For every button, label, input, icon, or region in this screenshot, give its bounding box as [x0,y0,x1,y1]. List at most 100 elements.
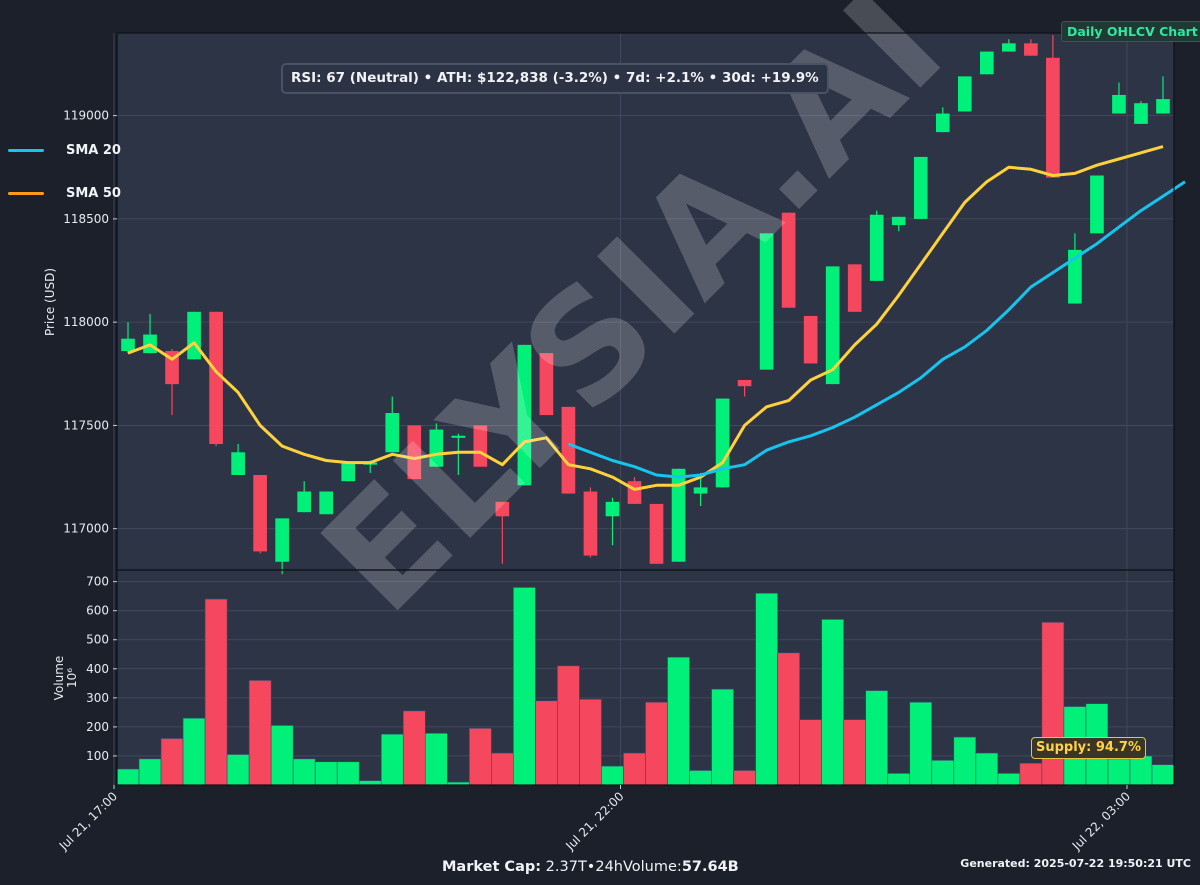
candle-body [891,216,906,226]
legend-sma50: SMA 50 [8,183,121,203]
sma50-line [127,145,1164,491]
volume-tick-label: 100 [86,749,109,763]
candle-body [165,351,179,385]
volume-bar [755,592,778,786]
candle-body [627,481,642,504]
volume-bar [160,738,184,786]
sma20-line [567,180,1186,479]
volume-bar [1107,758,1131,786]
volume-tick-label: 400 [86,662,109,676]
volume-bar [733,770,756,786]
candle-body [781,212,796,308]
volume-bar [997,773,1021,786]
candle-body [935,113,950,133]
volume-axis-unit: 10⁶ [65,668,79,688]
volume-bar [469,728,492,786]
candle-body [473,425,488,467]
candle-body [649,503,664,564]
candle-body [957,76,972,112]
candle-body [297,491,312,513]
volume-value: 57.64B [681,859,739,875]
volume-bar [226,754,250,786]
price-panel [117,33,1174,570]
volume-bar [931,760,955,786]
candle-body [319,491,334,515]
candle-body [231,452,245,475]
candle-body [429,429,444,467]
candle-body [1068,249,1082,304]
stats-box: RSI: 67 (Neutral) • ATH: $122,838 (-3.2%… [281,63,829,94]
time-tick-label: Jul 22, 03:00 [1069,789,1133,853]
candle-body [693,487,708,494]
volume-bar [1129,755,1153,786]
volume-bar [380,733,404,786]
candle-body [539,353,554,416]
market-cap-value: 2.37T•24hVolume: [545,859,682,875]
candles [121,35,1170,575]
candle-body [341,462,356,482]
price-tick-label: 117000 [63,522,109,536]
price-tick-label: 118500 [63,212,109,226]
volume-bar [821,619,844,786]
market-cap-footer: Market Cap: 2.37T•24hVolume:57.64B [442,859,739,875]
supply-box: Supply: 94.7% [1031,737,1146,759]
candle-body [605,501,620,517]
legend-sma20: SMA 20 [8,140,121,160]
candle-body [671,468,686,562]
volume-bar [424,732,448,786]
volume-bar [865,690,889,786]
candle-body [517,344,532,486]
volume-tick-label: 200 [86,720,109,734]
candle-body [121,338,135,352]
volume-bar [535,700,558,786]
candle-body [209,311,223,445]
volume-bar [270,725,294,786]
volume-bar [667,656,690,786]
candle-body [561,406,576,494]
volume-bar [975,752,999,786]
price-axis-label: Price (USD) [43,268,57,336]
candle-body [1002,43,1016,52]
sma-lines [127,145,1186,491]
volume-panel-border [116,569,1175,786]
volume-bar [887,773,911,786]
price-tick-label: 117500 [63,418,109,432]
legend-sma20-swatch [8,148,44,152]
volume-bar [623,752,646,786]
time-tick-label: Jul 21, 22:00 [562,789,626,853]
volume-axis-label: Volume [52,656,66,701]
volume-bar [513,587,536,786]
volume-bar [248,680,272,786]
candle-body [803,315,818,364]
candle-body [869,214,884,281]
volume-bar [204,598,228,786]
volume-bar [491,752,514,786]
generated-timestamp: Generated: 2025-07-22 19:50:21 UTC [960,857,1191,870]
candle-body [825,266,840,385]
volume-bar [358,780,382,786]
volume-bar [557,665,580,786]
volume-bar [689,770,712,786]
candle-body [275,518,289,562]
candle-body [583,491,598,556]
volume-bar [645,701,668,786]
volume-bar [799,719,822,786]
volume-bar [402,710,426,786]
volume-bar [116,768,140,786]
candle-body [913,156,928,219]
volume-bar [138,758,162,786]
volume-bar [711,688,734,786]
volume-bar [601,765,624,786]
volume-bar [1041,621,1065,786]
volume-tick-label: 500 [86,633,109,647]
candle-body [1156,99,1170,114]
volume-bar [909,701,933,786]
candle-body [1134,103,1148,124]
price-tick-label: 118000 [63,315,109,329]
candle-body [385,413,400,453]
volume-bar [953,736,977,786]
candle-body [187,311,201,360]
candle-body [495,501,510,517]
chart-badge: Daily OHLCV Chart [1061,21,1200,42]
